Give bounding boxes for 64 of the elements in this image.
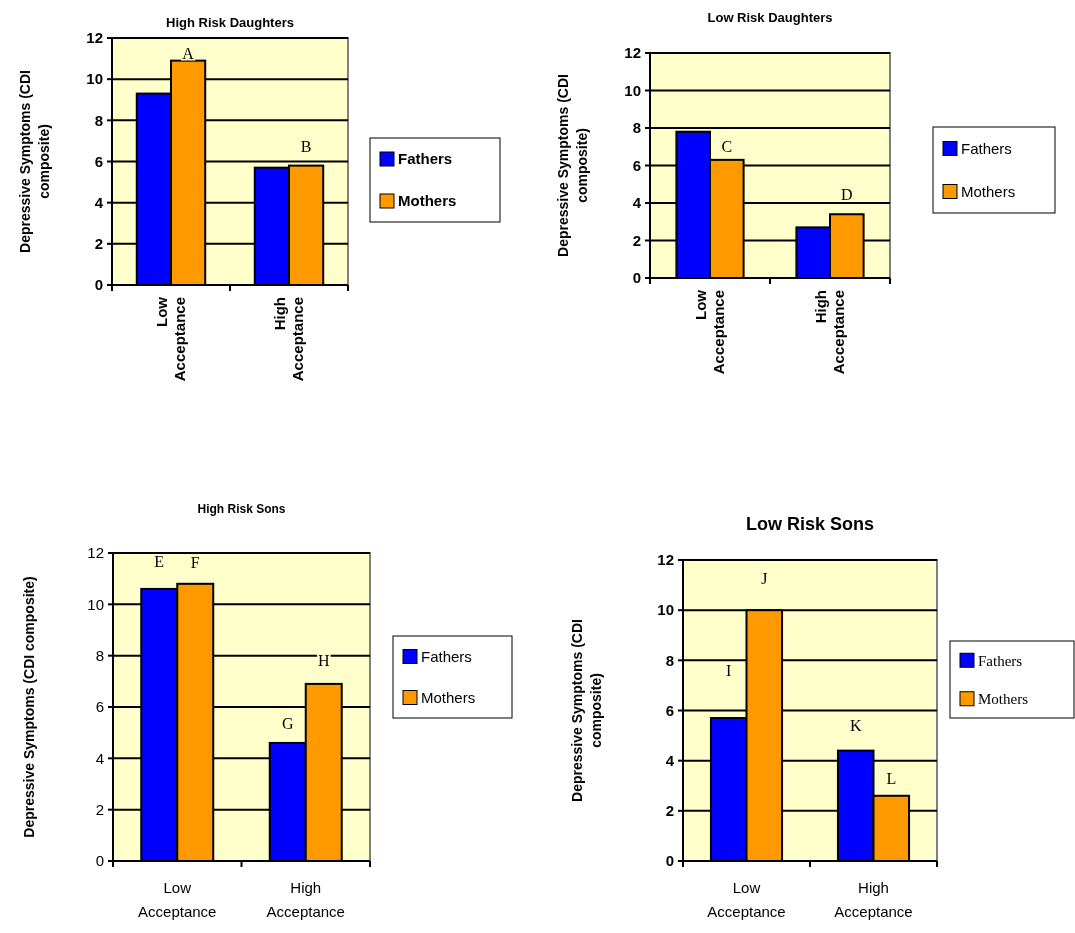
- x-tick-label: High Acceptance: [834, 879, 913, 920]
- annotation: F: [190, 553, 200, 571]
- y-tick-label: 8: [632, 119, 641, 137]
- y-tick-label: 0: [95, 852, 104, 870]
- y-tick-label: 6: [94, 152, 103, 170]
- y-tick-label: 12: [657, 551, 674, 569]
- y-tick-label: 2: [632, 231, 641, 249]
- x-tick-label: Low Acceptance: [138, 879, 217, 920]
- y-tick-label: 0: [632, 269, 641, 287]
- x-tick-label: High Acceptance: [812, 290, 847, 375]
- legend-label: Mothers: [978, 691, 1029, 707]
- chart-title: Low Risk Daughters: [707, 10, 833, 25]
- annotation: C: [721, 137, 733, 155]
- legend-label: Mothers: [961, 182, 1016, 200]
- y-axis-title: Depressive Symptoms (CDI composite): [21, 576, 37, 838]
- legend-label: Mothers: [398, 192, 457, 210]
- y-tick-label: 0: [665, 852, 674, 870]
- annotation: H: [317, 651, 330, 669]
- legend-label: Fathers: [961, 139, 1012, 157]
- annotation: J: [761, 570, 768, 588]
- legend-label: Mothers: [421, 688, 476, 706]
- chart-title: High Risk Sons: [197, 502, 286, 516]
- y-tick-label: 4: [95, 749, 104, 767]
- y-tick-label: 4: [632, 194, 642, 212]
- y-tick-label: 6: [632, 156, 641, 174]
- y-tick-label: 8: [95, 646, 104, 664]
- x-tick-label: High Acceptance: [271, 297, 306, 382]
- annotation: B: [300, 137, 312, 155]
- annotation: A: [182, 44, 195, 62]
- annotation: K: [849, 716, 862, 734]
- y-tick-label: 2: [95, 800, 104, 818]
- y-tick-label: 2: [665, 802, 674, 820]
- y-axis-title: Depressive Symptoms (CDI composite): [569, 619, 604, 802]
- y-tick-label: 4: [665, 751, 675, 769]
- x-tick-label: Low Acceptance: [692, 289, 727, 375]
- y-tick-label: 12: [624, 44, 641, 62]
- annotation: E: [154, 552, 165, 570]
- annotation: L: [886, 769, 897, 787]
- x-tick-label: Low Acceptance: [153, 296, 188, 382]
- y-tick-label: 0: [94, 276, 103, 294]
- y-tick-label: 12: [86, 29, 103, 47]
- y-tick-label: 6: [95, 698, 104, 716]
- chart-title: High Risk Daughters: [166, 15, 294, 30]
- y-tick-label: 10: [657, 601, 674, 619]
- annotation: I: [726, 662, 732, 680]
- y-tick-label: 6: [665, 701, 674, 719]
- x-tick-label: Low Acceptance: [707, 879, 786, 920]
- legend-label: Fathers: [978, 652, 1023, 669]
- annotation: D: [841, 186, 853, 204]
- y-axis-title: Depressive Symptoms (CDI composite): [17, 70, 52, 253]
- y-tick-label: 12: [87, 544, 104, 562]
- y-tick-label: 10: [86, 70, 103, 88]
- x-tick-label: High Acceptance: [266, 879, 345, 920]
- annotation: G: [281, 714, 294, 732]
- legend-label: Fathers: [398, 150, 453, 168]
- y-tick-label: 8: [94, 111, 103, 129]
- legend-label: Fathers: [421, 647, 472, 665]
- chart-title: Low Risk Sons: [745, 514, 875, 534]
- y-tick-label: 10: [87, 595, 104, 613]
- y-tick-label: 4: [94, 193, 104, 211]
- y-tick-label: 2: [94, 235, 103, 253]
- y-tick-label: 8: [665, 651, 674, 669]
- y-tick-label: 10: [624, 81, 641, 99]
- y-axis-title: Depressive Symptoms (CDI composite): [555, 74, 590, 257]
